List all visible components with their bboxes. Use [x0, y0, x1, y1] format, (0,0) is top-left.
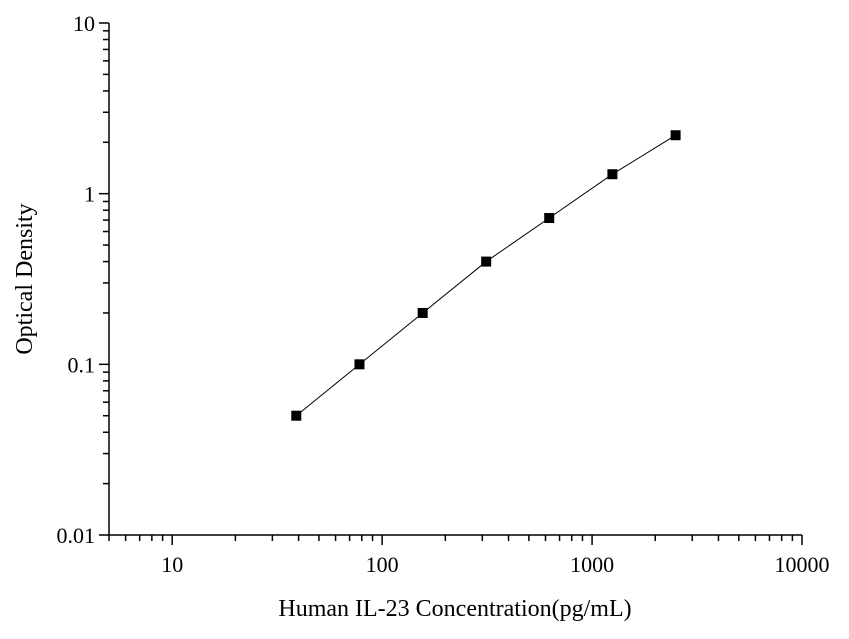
x-axis-title: Human IL-23 Concentration(pg/mL) — [278, 596, 631, 622]
y-tick-label: 0.1 — [68, 352, 96, 377]
y-tick-label: 1 — [84, 182, 95, 207]
series-line — [295, 134, 676, 417]
data-point — [481, 256, 492, 267]
data-points — [291, 130, 681, 421]
x-tick-label: 10000 — [775, 552, 830, 577]
y-tick-label: 10 — [73, 11, 95, 36]
data-point — [291, 410, 302, 421]
axes — [108, 23, 802, 536]
x-tick-label: 1000 — [570, 552, 614, 577]
y-axis-title: Optical Density — [12, 203, 38, 354]
x-tick-label: 10 — [161, 552, 183, 577]
x-tick-label: 100 — [366, 552, 399, 577]
curve-line — [295, 134, 676, 417]
data-point — [544, 213, 555, 224]
data-point — [354, 359, 365, 370]
data-point — [417, 307, 428, 318]
ticks — [99, 22, 803, 545]
tick-labels: 10 100 1000 10000 0.01 0.1 1 10 — [57, 11, 830, 577]
data-point — [607, 169, 618, 180]
data-point — [670, 130, 681, 141]
y-tick-label: 0.01 — [57, 523, 96, 548]
